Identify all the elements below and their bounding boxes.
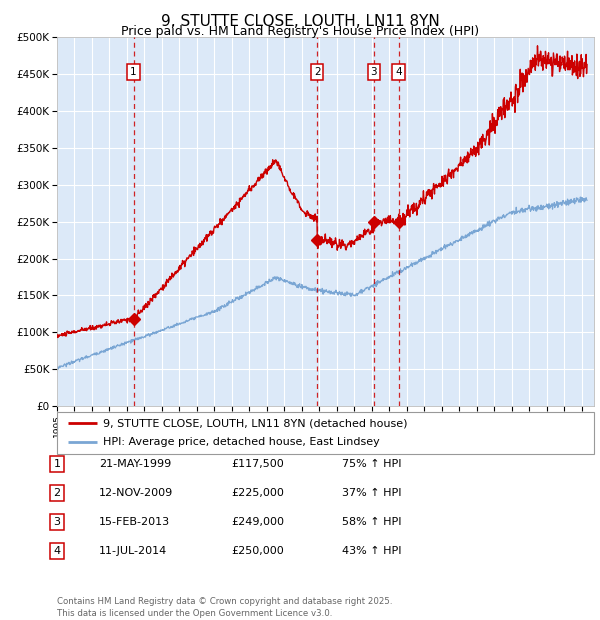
Text: 3: 3	[371, 67, 377, 77]
Text: 3: 3	[53, 517, 61, 527]
Text: 15-FEB-2013: 15-FEB-2013	[99, 517, 170, 527]
Text: Contains HM Land Registry data © Crown copyright and database right 2025.
This d: Contains HM Land Registry data © Crown c…	[57, 597, 392, 618]
Text: 1: 1	[130, 67, 137, 77]
Text: 11-JUL-2014: 11-JUL-2014	[99, 546, 167, 556]
Text: £250,000: £250,000	[231, 546, 284, 556]
Text: 75% ↑ HPI: 75% ↑ HPI	[342, 459, 401, 469]
Text: 1: 1	[53, 459, 61, 469]
Text: 4: 4	[395, 67, 402, 77]
Text: 58% ↑ HPI: 58% ↑ HPI	[342, 517, 401, 527]
Text: 21-MAY-1999: 21-MAY-1999	[99, 459, 171, 469]
Text: 4: 4	[53, 546, 61, 556]
Text: 12-NOV-2009: 12-NOV-2009	[99, 488, 173, 498]
Text: £117,500: £117,500	[231, 459, 284, 469]
Text: 2: 2	[314, 67, 320, 77]
Text: 37% ↑ HPI: 37% ↑ HPI	[342, 488, 401, 498]
Text: Price paid vs. HM Land Registry's House Price Index (HPI): Price paid vs. HM Land Registry's House …	[121, 25, 479, 38]
Text: £249,000: £249,000	[231, 517, 284, 527]
Text: HPI: Average price, detached house, East Lindsey: HPI: Average price, detached house, East…	[103, 438, 379, 448]
Text: 2: 2	[53, 488, 61, 498]
Text: £225,000: £225,000	[231, 488, 284, 498]
Text: 9, STUTTE CLOSE, LOUTH, LN11 8YN: 9, STUTTE CLOSE, LOUTH, LN11 8YN	[161, 14, 439, 29]
Text: 9, STUTTE CLOSE, LOUTH, LN11 8YN (detached house): 9, STUTTE CLOSE, LOUTH, LN11 8YN (detach…	[103, 418, 407, 428]
Text: 43% ↑ HPI: 43% ↑ HPI	[342, 546, 401, 556]
